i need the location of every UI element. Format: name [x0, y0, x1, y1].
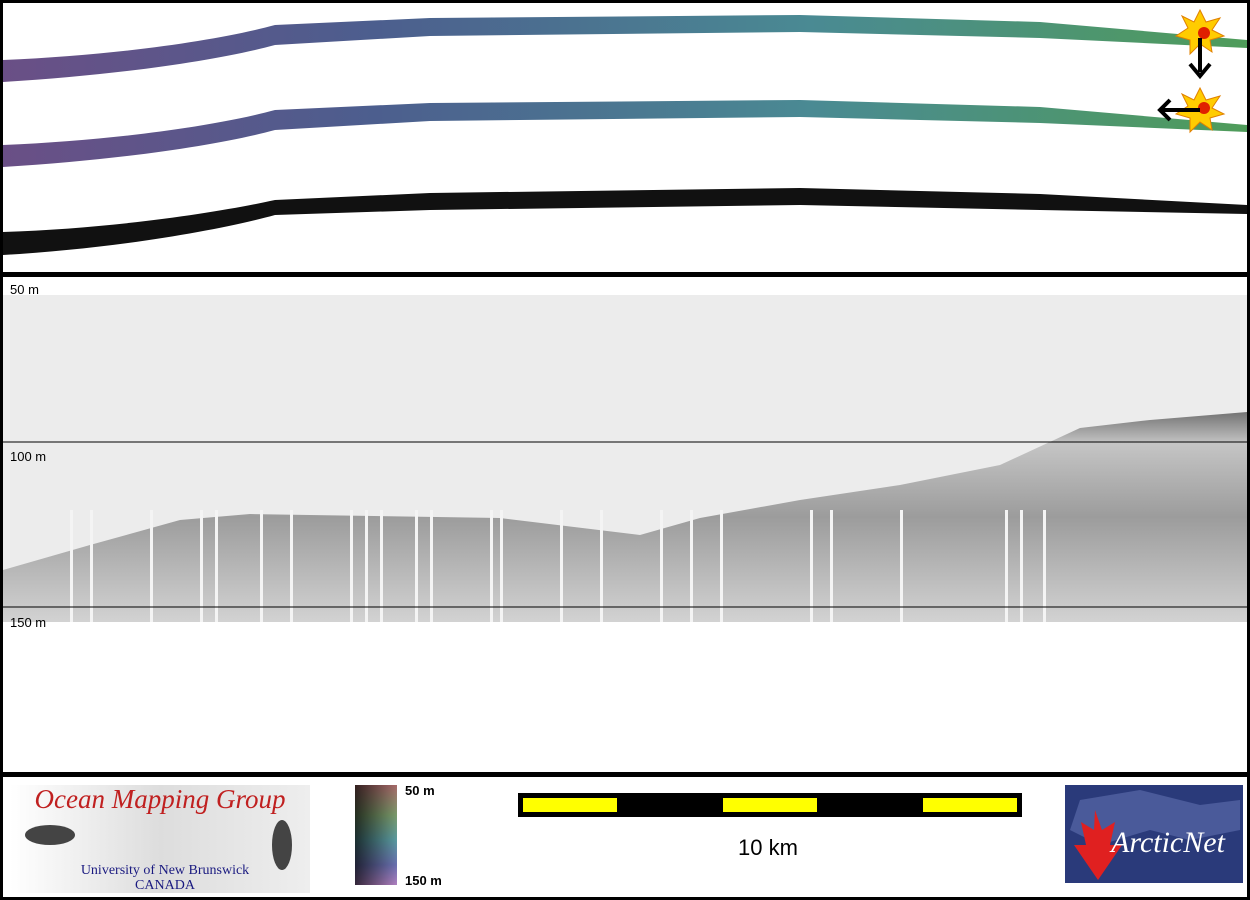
scale-segment	[723, 798, 817, 812]
start-marker	[1174, 8, 1226, 80]
scale-segment	[523, 798, 617, 812]
logo-country: CANADA	[135, 878, 196, 893]
trace-gap	[830, 510, 833, 622]
scale-label: 10 km	[738, 835, 798, 860]
arcticnet-text: ArcticNet	[1109, 826, 1226, 859]
depth-label: 50 m	[10, 282, 39, 297]
trace-gap	[430, 510, 433, 622]
trace-gap	[600, 510, 603, 622]
trace-gap	[415, 510, 418, 622]
trace-gaps	[70, 510, 1046, 622]
seabed	[3, 412, 1247, 622]
logo-subtitle: University of New Brunswick	[81, 863, 249, 878]
trace-gap	[1043, 510, 1046, 622]
trace-gap	[70, 510, 73, 622]
maple-leaf	[1074, 810, 1122, 880]
depth-label: 150 m	[10, 615, 46, 630]
swath-3	[3, 188, 1247, 255]
swath-2	[3, 100, 1247, 167]
end-marker	[1157, 86, 1226, 134]
swath-1	[3, 15, 1247, 82]
trace-gap	[500, 510, 503, 622]
trace-gap	[810, 510, 813, 622]
colorbar-label: 150 m	[405, 873, 442, 888]
trace-gap	[380, 510, 383, 622]
trace-gap	[365, 510, 368, 622]
trace-gap	[490, 510, 493, 622]
trace-gap	[215, 510, 218, 622]
trace-gap	[260, 510, 263, 622]
trace-gap	[690, 510, 693, 622]
trace-gap	[1020, 510, 1023, 622]
colorbar-label: 50 m	[405, 783, 435, 798]
trace-gap	[90, 510, 93, 622]
logo-title: Ocean Mapping Group	[35, 784, 286, 814]
scale-segment	[923, 798, 1017, 812]
logo-icon	[25, 825, 75, 845]
logo-icon	[272, 820, 292, 870]
trace-gap	[1005, 510, 1008, 622]
trace-gap	[200, 510, 203, 622]
trace-gap	[350, 510, 353, 622]
trace-gap	[560, 510, 563, 622]
trace-gap	[290, 510, 293, 622]
colorbar-shade	[355, 785, 397, 885]
trace-gap	[900, 510, 903, 622]
trace-gap	[660, 510, 663, 622]
depth-label: 100 m	[10, 449, 46, 464]
trace-gap	[150, 510, 153, 622]
trace-gap	[720, 510, 723, 622]
